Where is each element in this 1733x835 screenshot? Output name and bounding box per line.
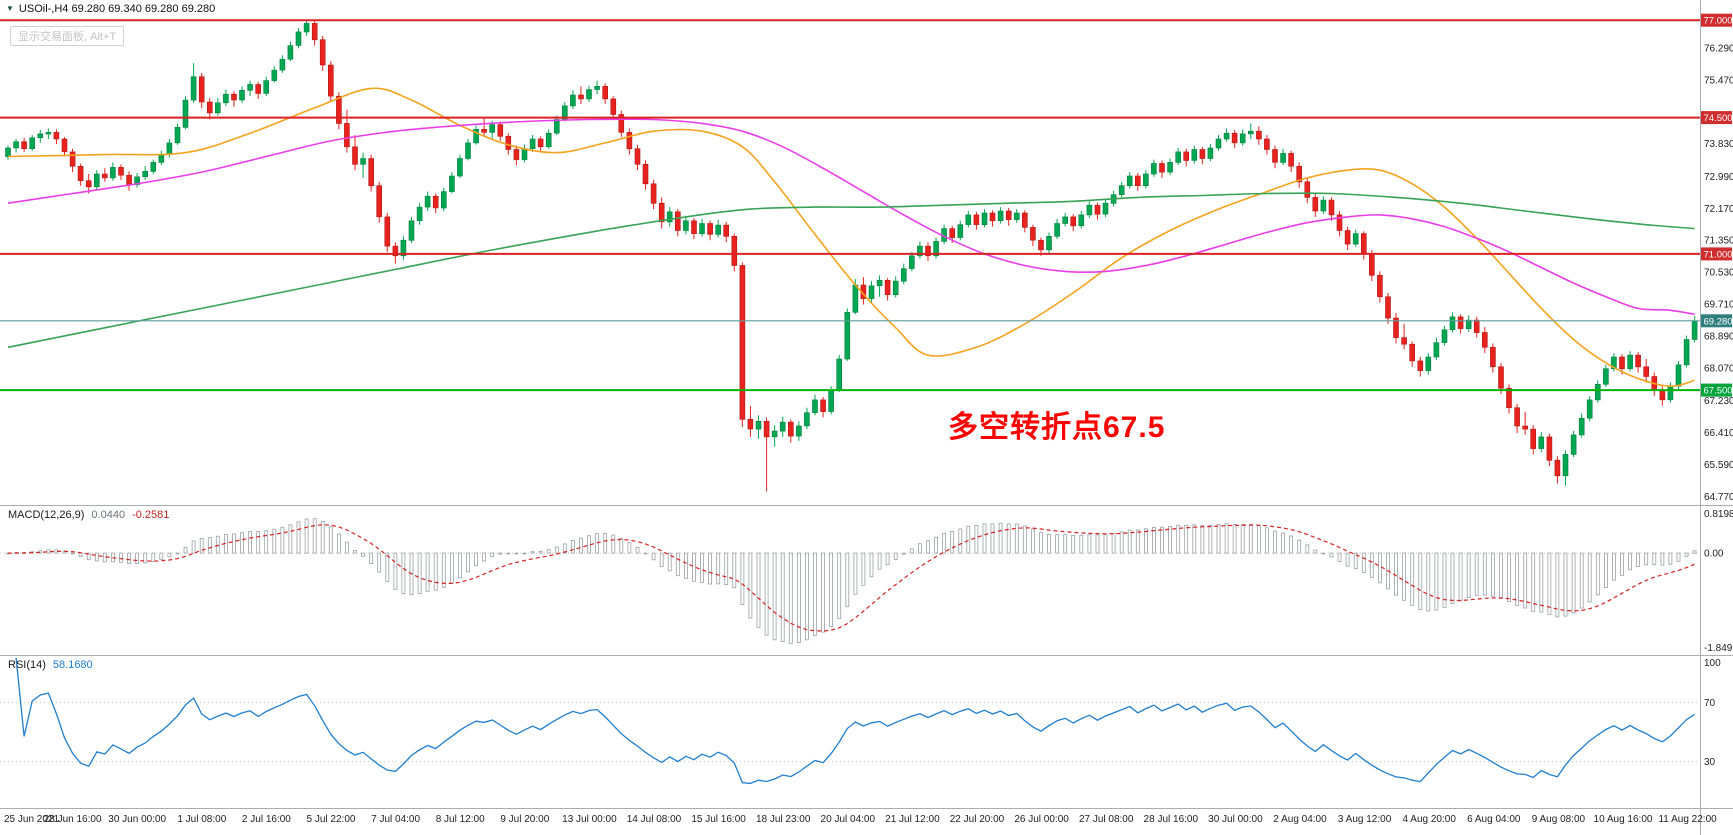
rsi-value: 58.1680 — [52, 659, 93, 671]
ohlc-header: ▼ USOil-,H4 69.280 69.340 69.280 69.280 — [6, 3, 215, 15]
svg-text:71.350: 71.350 — [1704, 236, 1733, 247]
macd-main-value: 0.0440 — [91, 509, 126, 521]
svg-text:71.000: 71.000 — [1704, 249, 1733, 260]
svg-text:10 Aug 16:00: 10 Aug 16:00 — [1594, 814, 1653, 825]
macd-signal-value: -0.2581 — [132, 509, 170, 521]
svg-text:15 Jul 16:00: 15 Jul 16:00 — [691, 814, 746, 825]
svg-text:14 Jul 08:00: 14 Jul 08:00 — [627, 814, 682, 825]
svg-text:28 Jun 16:00: 28 Jun 16:00 — [44, 814, 102, 825]
svg-text:64.770: 64.770 — [1704, 492, 1733, 503]
svg-text:11 Aug 22:00: 11 Aug 22:00 — [1658, 814, 1717, 825]
svg-text:77.000: 77.000 — [1704, 16, 1733, 27]
svg-text:3 Aug 12:00: 3 Aug 12:00 — [1338, 814, 1392, 825]
svg-text:13 Jul 00:00: 13 Jul 00:00 — [562, 814, 617, 825]
svg-text:65.590: 65.590 — [1704, 460, 1733, 471]
candles-layer — [5, 19, 1698, 492]
svg-text:76.290: 76.290 — [1704, 43, 1733, 54]
svg-text:27 Jul 08:00: 27 Jul 08:00 — [1079, 814, 1134, 825]
trade-panel-hint-button[interactable]: 显示交易面板, Alt+T — [10, 26, 125, 46]
svg-text:30 Jun 00:00: 30 Jun 00:00 — [108, 814, 166, 825]
svg-text:72.990: 72.990 — [1704, 172, 1733, 183]
price-axis[interactable]: 76.290 75.470 73.830 72.990 72.170 71.350 70.5… — [1701, 13, 1733, 768]
svg-text:70.530: 70.530 — [1704, 268, 1733, 279]
macd-header: MACD(12,26,9) 0.0440 -0.2581 — [8, 509, 169, 521]
svg-text:7 Jul 04:00: 7 Jul 04:00 — [371, 814, 420, 825]
svg-text:69.280: 69.280 — [1704, 316, 1733, 327]
svg-text:22 Jul 20:00: 22 Jul 20:00 — [950, 814, 1005, 825]
svg-text:69.710: 69.710 — [1704, 300, 1733, 311]
rsi-line — [15, 657, 1695, 785]
annotation-text: 多空转折点67.5 — [948, 411, 1166, 444]
svg-text:75.470: 75.470 — [1704, 75, 1733, 86]
svg-text:72.170: 72.170 — [1704, 204, 1733, 215]
svg-text:9 Aug 08:00: 9 Aug 08:00 — [1532, 814, 1586, 825]
svg-text:-1.8495: -1.8495 — [1704, 643, 1733, 654]
svg-text:68.890: 68.890 — [1704, 332, 1733, 343]
svg-text:25 Jun 2021: 25 Jun 2021 — [4, 814, 59, 825]
svg-text:30: 30 — [1704, 757, 1716, 768]
svg-text:8 Jul 12:00: 8 Jul 12:00 — [436, 814, 485, 825]
svg-text:6 Aug 04:00: 6 Aug 04:00 — [1467, 814, 1521, 825]
svg-text:1 Jul 08:00: 1 Jul 08:00 — [177, 814, 226, 825]
svg-text:9 Jul 20:00: 9 Jul 20:00 — [500, 814, 549, 825]
svg-text:70: 70 — [1704, 698, 1716, 709]
svg-text:67.500: 67.500 — [1704, 386, 1733, 397]
macd-signal-line — [7, 524, 1695, 632]
svg-text:0.00: 0.00 — [1704, 549, 1724, 560]
svg-text:68.070: 68.070 — [1704, 363, 1733, 374]
svg-text:5 Jul 22:00: 5 Jul 22:00 — [307, 814, 356, 825]
svg-text:100: 100 — [1704, 658, 1721, 669]
ma-fast-orange — [7, 87, 1695, 388]
svg-text:4 Aug 20:00: 4 Aug 20:00 — [1403, 814, 1457, 825]
svg-text:28 Jul 16:00: 28 Jul 16:00 — [1144, 814, 1199, 825]
svg-text:21 Jul 12:00: 21 Jul 12:00 — [885, 814, 940, 825]
rsi-label: RSI(14) — [8, 659, 46, 671]
svg-text:18 Jul 23:00: 18 Jul 23:00 — [756, 814, 811, 825]
svg-text:74.500: 74.500 — [1704, 113, 1733, 124]
svg-text:73.830: 73.830 — [1704, 139, 1733, 150]
ma-mid-magenta — [7, 118, 1695, 315]
svg-text:2 Aug 04:00: 2 Aug 04:00 — [1273, 814, 1327, 825]
svg-text:66.410: 66.410 — [1704, 428, 1733, 439]
symbol-ohlc-title: USOil-,H4 69.280 69.340 69.280 69.280 — [18, 3, 216, 15]
symbol-dropdown-icon: ▼ — [6, 4, 14, 13]
rsi-header: RSI(14) 58.1680 — [8, 659, 93, 671]
svg-text:26 Jul 00:00: 26 Jul 00:00 — [1014, 814, 1069, 825]
svg-text:0.8198: 0.8198 — [1704, 509, 1733, 520]
svg-text:30 Jul 00:00: 30 Jul 00:00 — [1208, 814, 1263, 825]
svg-text:67.230: 67.230 — [1704, 396, 1733, 407]
svg-text:20 Jul 04:00: 20 Jul 04:00 — [821, 814, 876, 825]
ma-slow-green — [7, 192, 1695, 349]
macd-histogram — [6, 518, 1697, 644]
macd-label: MACD(12,26,9) — [8, 509, 85, 521]
svg-text:2 Jul 16:00: 2 Jul 16:00 — [242, 814, 291, 825]
